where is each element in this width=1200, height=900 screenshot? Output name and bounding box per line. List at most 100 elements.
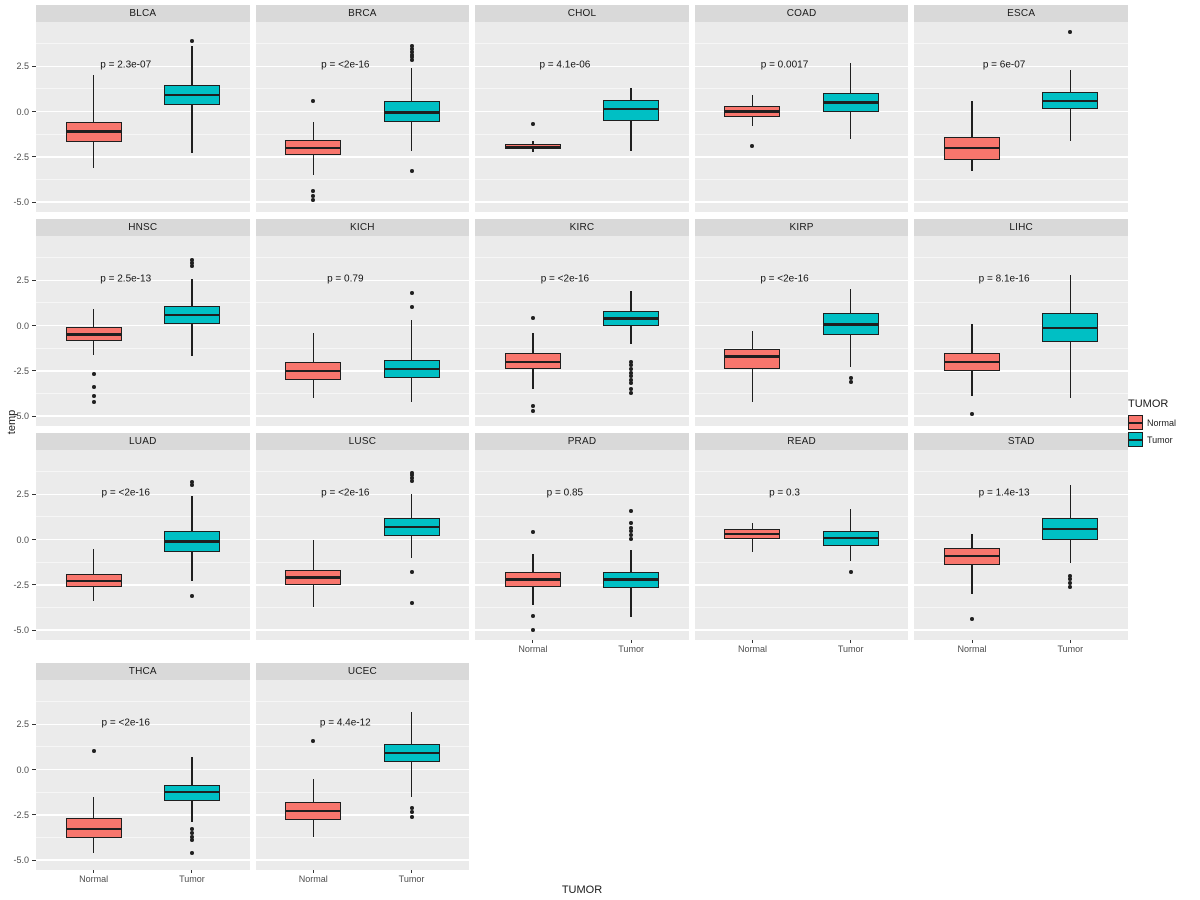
x-tick-label: Normal [298,874,328,884]
gridline-minor [36,257,250,259]
outlier-point [750,143,755,148]
outlier-point [189,261,194,266]
facet-strip: BLCA [36,5,250,22]
facet-hnsc: HNSC 2.5 0.0 -2.5 -5.0 p = 2.5e-13 [13,219,250,426]
y-tick-mark [32,156,36,158]
facet-panel: 2.5 0.0 -2.5 -5.0 p = <2e-16 [13,450,250,640]
gridline-major [475,493,689,496]
facet-panel: p = 0.79 [255,236,470,426]
legend-key-swatch [1128,432,1143,447]
gridline-major [694,415,909,417]
outlier-point [409,570,414,575]
facet-panel: p = <2e-16 [255,22,470,212]
gridline-minor [255,178,470,180]
legend-entry-tumor: Tumor [1128,432,1198,447]
gridline-minor [36,178,250,180]
p-value-label: p = <2e-16 [101,717,150,729]
outlier-point [530,122,535,127]
gridline-minor [694,88,909,90]
outlier-point [530,404,535,409]
y-tick-mark [32,493,36,495]
facet-strip: READ [694,433,909,450]
median-line [822,101,879,104]
median-line [383,525,440,529]
outlier-point [189,263,194,268]
facet-strip: THCA [36,663,250,680]
gridline-minor [914,561,1128,563]
upper-whisker [971,534,973,548]
outlier-point [629,377,634,382]
gridline-major [36,859,250,861]
outlier-point [409,810,414,815]
median-line [163,94,220,97]
outlier-point [189,479,194,484]
upper-whisker [532,332,534,353]
median-line [383,752,440,755]
y-tick-mark [32,723,36,725]
outlier-point [409,55,414,60]
upper-whisker [850,508,852,531]
upper-whisker [191,756,193,785]
outlier-point [530,408,535,413]
legend-entry-label: Tumor [1147,434,1173,445]
facet-chol: CHOL p = 4.1e-06 [475,5,689,212]
upper-whisker [410,494,413,518]
gridline-minor [914,347,1128,349]
legend-key-median-line [1129,422,1142,424]
facet-panel: p = 6e-07 [914,22,1128,212]
lower-whisker [1069,108,1072,141]
x-tick-label: Tumor [1057,644,1084,654]
median-line [285,369,342,372]
gridline-minor [255,516,470,518]
upper-whisker [971,323,973,353]
gridline-major [475,629,689,631]
gridline-major [36,723,250,726]
outlier-point [530,628,535,633]
gridline-major [694,324,909,327]
lower-whisker [532,586,534,605]
gridline-minor [914,392,1128,394]
p-value-label: p = 0.3 [769,487,800,499]
legend-key-swatch [1128,415,1143,430]
facet-strip: LIHC [914,219,1128,236]
y-tick-label: 0.0 [16,764,29,775]
facet-strip: ESCA [914,5,1128,22]
facet-strip: KIRP [694,219,909,236]
x-tick-label: Tumor [618,644,644,654]
y-tick-label: -5.0 [13,625,29,636]
facet-grid: BLCA 2.5 0.0 -2.5 -5.0 p = 2.3e-07 BRCA p = <2e… [13,5,1128,886]
p-value-label: p = 0.85 [546,487,584,499]
gridline-major [36,538,250,541]
outlier-point [629,386,634,391]
median-line [724,532,781,536]
outlier-point [629,390,634,395]
y-tick-label: 0.0 [16,534,29,545]
gridline-major [255,584,470,586]
outlier-point [189,834,194,839]
outlier-point [629,374,634,379]
median-line [285,576,342,579]
facet-kirp: KIRP p = <2e-16 [694,219,909,426]
y-tick-mark [32,201,36,203]
outlier-point [189,483,194,488]
outlier-point [1068,584,1073,589]
upper-whisker [312,332,314,362]
gridline-minor [36,43,250,45]
facet-panel: 2.5 0.0 -2.5 -5.0 p = 2.3e-07 [13,22,250,212]
facet-strip: LUAD [36,433,250,450]
gridline-minor [914,178,1128,180]
gridline-major [475,370,689,372]
facet-thca: THCA 2.5 0.0 -2.5 -5.0 p = <2e-16 Normal Tumor [13,663,250,886]
x-tick-mark [191,870,193,873]
facet-empty [914,663,1128,886]
outlier-point [629,529,634,534]
gridline-major [914,538,1128,541]
upper-whisker [312,539,314,571]
legend-entry-normal: Normal [1128,415,1198,430]
median-line [163,790,220,794]
outlier-point [409,44,414,49]
upper-whisker [1069,69,1072,92]
y-tick-mark [32,415,36,417]
lower-whisker [410,535,413,558]
